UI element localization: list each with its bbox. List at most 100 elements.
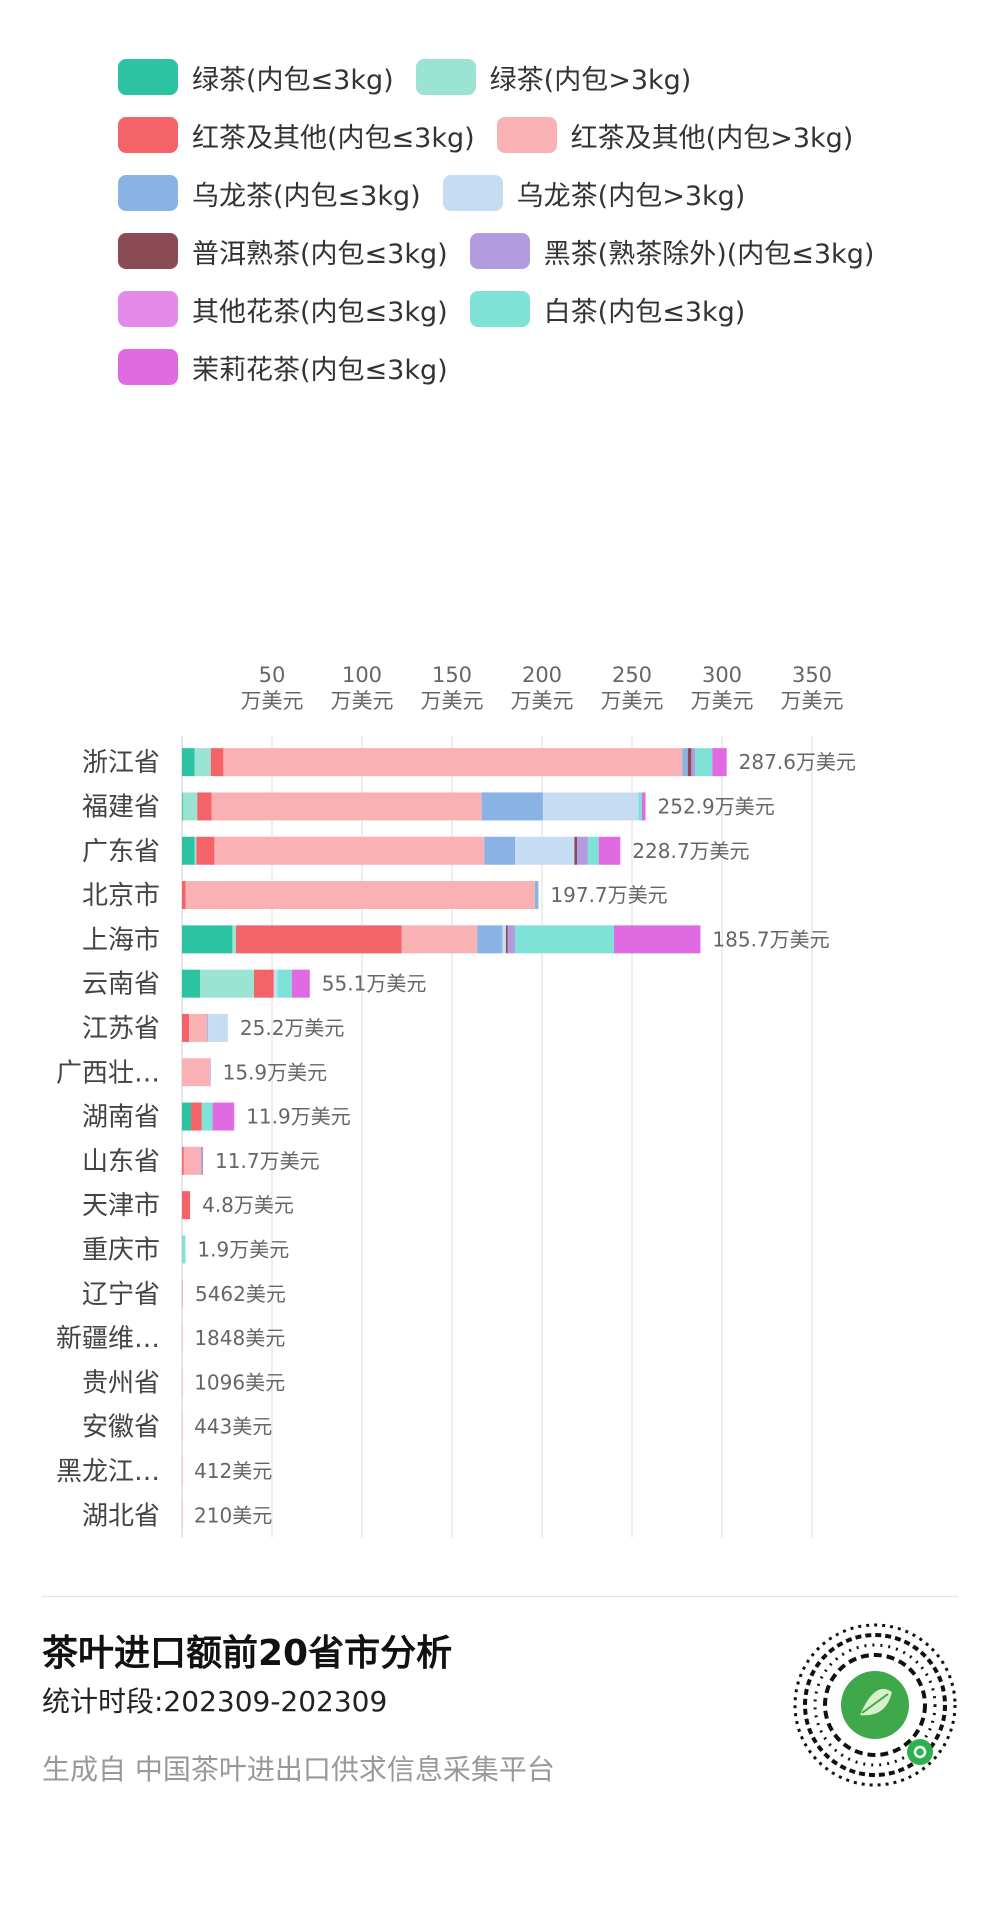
bar-segment	[182, 1191, 191, 1220]
x-tick-unit: 万美元	[241, 689, 304, 713]
y-category-label: 山东省	[82, 1147, 160, 1177]
bar-segment	[182, 748, 195, 777]
bar-segment	[196, 836, 215, 865]
legend-swatch	[118, 59, 178, 95]
x-tick-unit: 万美元	[601, 689, 664, 713]
legend-label: 乌龙茶(内包>3kg)	[516, 180, 746, 212]
bar-segment	[291, 969, 310, 998]
bar-segment	[515, 836, 575, 865]
bar-segment	[273, 969, 278, 998]
bar-segment	[254, 969, 274, 998]
legend-item[interactable]: 白茶(内包≤3kg)	[469, 290, 746, 329]
legend-item[interactable]: 乌龙茶(内包>3kg)	[442, 174, 746, 213]
x-tick-label: 150	[432, 663, 472, 687]
bar-segment	[182, 1412, 183, 1441]
legend-item[interactable]: 茉莉花茶(内包≤3kg)	[118, 348, 448, 387]
value-label: 228.7万美元	[632, 839, 749, 863]
bar-segment	[682, 748, 688, 777]
bar-segment	[534, 881, 539, 910]
bar-segment	[197, 792, 212, 821]
value-label: 443美元	[194, 1415, 272, 1439]
legend-swatch	[118, 175, 178, 211]
legend-item[interactable]: 乌龙茶(内包≤3kg)	[118, 174, 421, 213]
x-tick-unit: 万美元	[781, 689, 844, 713]
bar-segment	[201, 1102, 213, 1131]
bar-segment	[401, 925, 478, 954]
bar-segment	[542, 792, 639, 821]
bar-segment	[208, 1013, 228, 1042]
legend-label: 茉莉花茶(内包≤3kg)	[192, 354, 448, 386]
bar-segment	[232, 925, 236, 954]
y-category-label: 黑龙江…	[56, 1457, 160, 1487]
value-label: 287.6万美元	[739, 750, 856, 774]
legend-item[interactable]: 绿茶(内包≤3kg)	[118, 58, 394, 97]
bar-segment	[223, 748, 683, 777]
bar-segment	[182, 1279, 183, 1308]
legend-label: 乌龙茶(内包≤3kg)	[192, 180, 421, 212]
bar-segment	[194, 836, 197, 865]
legend-label: 白茶(内包≤3kg)	[543, 296, 746, 328]
qr-dots	[793, 1623, 957, 1787]
value-label: 5462美元	[195, 1282, 286, 1306]
x-tick-label: 250	[612, 663, 652, 687]
bar-segment	[712, 748, 727, 777]
legend-label: 绿茶(内包>3kg)	[489, 64, 692, 96]
bar-segment	[182, 925, 233, 954]
value-label: 210美元	[194, 1503, 272, 1527]
y-category-label: 福建省	[82, 792, 160, 822]
legend-swatch	[118, 117, 178, 153]
legend-item[interactable]: 绿茶(内包>3kg)	[415, 58, 692, 97]
value-label: 1.9万美元	[197, 1237, 289, 1261]
bar-segment	[695, 748, 713, 777]
legend-item[interactable]: 普洱熟茶(内包≤3kg)	[118, 232, 448, 271]
legend-label: 其他花茶(内包≤3kg)	[192, 296, 448, 328]
x-tick-unit: 万美元	[691, 689, 754, 713]
bar-segment	[641, 792, 646, 821]
mini-program-code-icon[interactable]	[790, 1620, 960, 1790]
legend-item[interactable]: 红茶及其他(内包>3kg)	[496, 116, 853, 155]
bar-segment	[507, 925, 515, 954]
bar-segment	[236, 925, 402, 954]
bar-segment	[182, 881, 186, 910]
value-label: 412美元	[194, 1459, 272, 1483]
legend-row: 普洱熟茶(内包≤3kg) 黑茶(熟茶除外)(内包≤3kg)	[118, 222, 978, 280]
legend-swatch	[469, 233, 530, 269]
legend-row: 其他花茶(内包≤3kg) 白茶(内包≤3kg)	[118, 280, 978, 338]
x-tick-unit: 万美元	[511, 689, 574, 713]
y-category-label: 广东省	[82, 837, 160, 867]
bar-segment	[484, 836, 515, 865]
x-tick-label: 100	[342, 663, 382, 687]
y-category-label: 江苏省	[82, 1014, 160, 1044]
y-category-label: 辽宁省	[82, 1280, 160, 1310]
bar-segment	[477, 925, 503, 954]
bar-segment	[598, 836, 621, 865]
y-category-label: 广西壮…	[56, 1058, 160, 1088]
bar-segment	[515, 925, 614, 954]
value-label: 11.9万美元	[246, 1105, 351, 1129]
legend-row: 红茶及其他(内包≤3kg) 红茶及其他(内包>3kg)	[118, 106, 978, 164]
legend-label: 黑茶(熟茶除外)(内包≤3kg)	[543, 238, 875, 270]
legend-item[interactable]: 黑茶(熟茶除外)(内包≤3kg)	[469, 232, 875, 271]
x-tick-label: 350	[792, 663, 832, 687]
bar-segment	[638, 792, 642, 821]
bar-segment	[577, 836, 588, 865]
value-label: 197.7万美元	[550, 883, 667, 907]
x-tick-label: 300	[702, 663, 742, 687]
y-category-label: 贵州省	[82, 1368, 160, 1398]
bar-segment	[209, 1058, 211, 1087]
legend-item[interactable]: 红茶及其他(内包≤3kg)	[118, 116, 475, 155]
y-category-label: 北京市	[82, 881, 160, 911]
x-tick-label: 200	[522, 663, 562, 687]
legend-item[interactable]: 其他花茶(内包≤3kg)	[118, 290, 448, 329]
bar-segment	[182, 792, 183, 821]
bar-segment	[182, 1456, 183, 1485]
stat-period: 统计时段:202309-202309	[42, 1685, 388, 1718]
bar-segment	[182, 1368, 183, 1397]
value-label: 1096美元	[194, 1370, 285, 1394]
bar-segment	[182, 969, 200, 998]
value-label: 185.7万美元	[712, 927, 829, 951]
legend-label: 普洱熟茶(内包≤3kg)	[192, 238, 448, 270]
footer-divider	[42, 1596, 958, 1597]
bar-segment	[587, 836, 599, 865]
y-category-label: 浙江省	[82, 748, 160, 778]
